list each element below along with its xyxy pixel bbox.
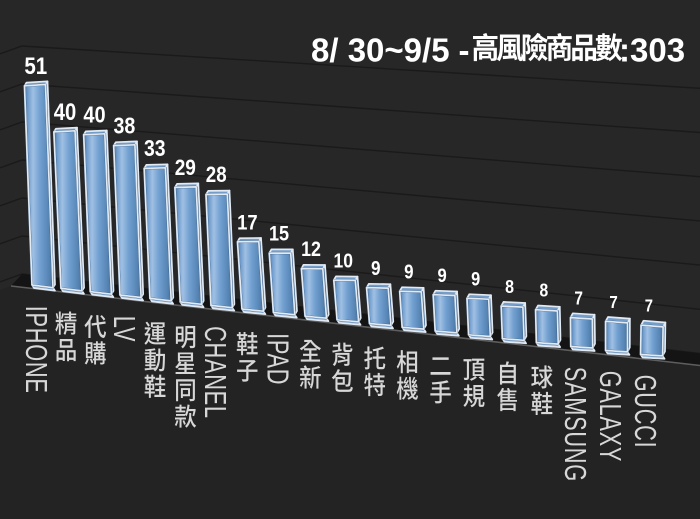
svg-text:40: 40 bbox=[54, 98, 76, 125]
svg-text:IPAD: IPAD bbox=[261, 333, 296, 385]
svg-text:9: 9 bbox=[471, 268, 480, 290]
svg-text:SAMSUNG: SAMSUNG bbox=[558, 367, 593, 482]
svg-text:7: 7 bbox=[609, 293, 617, 312]
svg-text::303: :303 bbox=[619, 32, 685, 69]
svg-text:8: 8 bbox=[540, 280, 549, 300]
svg-text:38: 38 bbox=[113, 113, 135, 139]
svg-text:CHANEL: CHANEL bbox=[198, 326, 233, 419]
svg-text:GALAXY: GALAXY bbox=[593, 371, 628, 462]
svg-text:-: - bbox=[459, 32, 470, 69]
svg-text:33: 33 bbox=[144, 137, 166, 162]
svg-text:9: 9 bbox=[437, 265, 446, 287]
svg-text:17: 17 bbox=[237, 211, 258, 235]
svg-text:7: 7 bbox=[645, 297, 653, 316]
svg-text:29: 29 bbox=[175, 156, 196, 181]
svg-text:7: 7 bbox=[574, 288, 583, 308]
svg-text:9: 9 bbox=[371, 257, 381, 280]
svg-text:28: 28 bbox=[206, 164, 227, 188]
svg-text:GUCCI: GUCCI bbox=[628, 375, 663, 449]
svg-text:8/ 30~9/5: 8/ 30~9/5 bbox=[311, 32, 450, 69]
svg-text:40: 40 bbox=[83, 101, 105, 128]
svg-text:10: 10 bbox=[333, 250, 352, 273]
svg-text:15: 15 bbox=[269, 222, 289, 246]
svg-text:8: 8 bbox=[505, 276, 514, 298]
svg-text:51: 51 bbox=[24, 52, 47, 79]
svg-text:12: 12 bbox=[301, 238, 321, 262]
svg-text:9: 9 bbox=[404, 260, 413, 283]
svg-text:LV: LV bbox=[107, 316, 142, 342]
svg-text:IPHONE: IPHONE bbox=[19, 306, 54, 394]
